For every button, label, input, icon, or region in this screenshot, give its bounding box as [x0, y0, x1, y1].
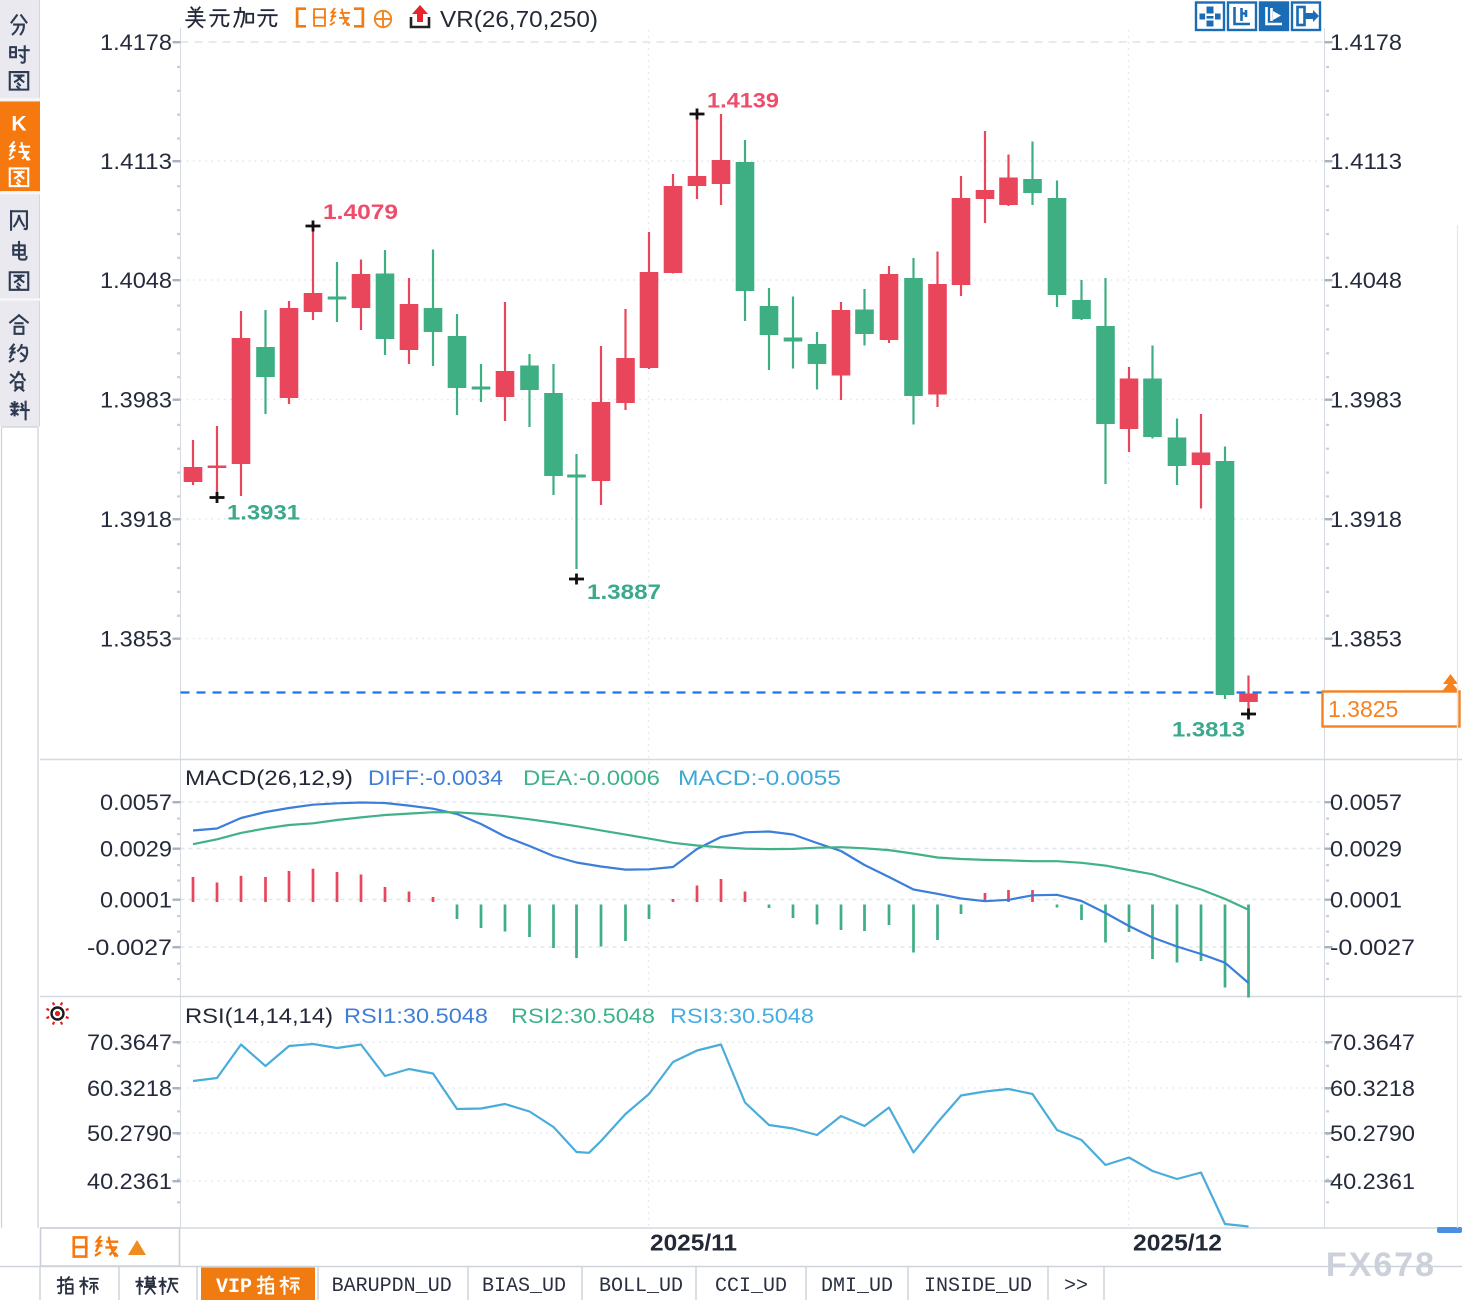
svg-text:1.3983: 1.3983 — [100, 388, 172, 413]
svg-text:0.0029: 0.0029 — [1330, 837, 1402, 862]
svg-text:K: K — [11, 113, 26, 136]
svg-text:40.2361: 40.2361 — [1330, 1169, 1415, 1194]
svg-text:INSIDE_UD: INSIDE_UD — [924, 1275, 1032, 1298]
svg-text:0.0057: 0.0057 — [100, 790, 172, 815]
svg-text:VIP: VIP — [216, 1276, 252, 1299]
svg-text:2025/11: 2025/11 — [650, 1230, 737, 1256]
svg-text:DEA:-0.0006: DEA:-0.0006 — [523, 767, 660, 790]
svg-text:0.0057: 0.0057 — [1330, 790, 1402, 815]
svg-text:MACD(26,12,9): MACD(26,12,9) — [185, 767, 353, 790]
svg-text:2025/12: 2025/12 — [1133, 1230, 1222, 1256]
svg-text:1.4113: 1.4113 — [100, 149, 172, 174]
svg-text:>>: >> — [1064, 1275, 1088, 1298]
svg-text:FX678: FX678 — [1326, 1246, 1436, 1284]
svg-text:BIAS_UD: BIAS_UD — [482, 1275, 566, 1298]
svg-text:0.0001: 0.0001 — [100, 888, 172, 913]
svg-text:RSI2:30.5048: RSI2:30.5048 — [511, 1005, 655, 1028]
svg-text:1.4178: 1.4178 — [1330, 30, 1402, 55]
svg-text:1.4139: 1.4139 — [707, 89, 779, 113]
svg-text:50.2790: 50.2790 — [87, 1121, 172, 1146]
svg-text:1.3825: 1.3825 — [1328, 696, 1398, 722]
svg-text:1.4113: 1.4113 — [1330, 149, 1402, 174]
svg-text:50.2790: 50.2790 — [1330, 1121, 1415, 1146]
svg-text:MACD:-0.0055: MACD:-0.0055 — [678, 767, 841, 790]
svg-text:1.4048: 1.4048 — [100, 268, 172, 293]
svg-text:1.3918: 1.3918 — [1330, 507, 1402, 532]
svg-text:1.3983: 1.3983 — [1330, 388, 1402, 413]
svg-text:-0.0027: -0.0027 — [1330, 935, 1415, 960]
svg-text:1.4048: 1.4048 — [1330, 268, 1402, 293]
svg-text:CCI_UD: CCI_UD — [715, 1275, 787, 1298]
svg-text:1.4178: 1.4178 — [100, 30, 172, 55]
svg-text:70.3647: 70.3647 — [87, 1030, 172, 1055]
svg-text:0.0001: 0.0001 — [1330, 888, 1402, 913]
svg-text:RSI3:30.5048: RSI3:30.5048 — [670, 1005, 814, 1028]
svg-text:1.3918: 1.3918 — [100, 507, 172, 532]
svg-text:1.4079: 1.4079 — [323, 200, 398, 224]
svg-text:1.3853: 1.3853 — [100, 627, 172, 652]
svg-text:-0.0027: -0.0027 — [87, 935, 172, 960]
svg-text:60.3218: 60.3218 — [87, 1076, 172, 1101]
svg-text:1.3853: 1.3853 — [1330, 627, 1402, 652]
svg-text:RSI1:30.5048: RSI1:30.5048 — [344, 1005, 488, 1028]
svg-text:1.3813: 1.3813 — [1172, 718, 1245, 742]
svg-text:RSI(14,14,14): RSI(14,14,14) — [185, 1005, 333, 1028]
svg-text:DIFF:-0.0034: DIFF:-0.0034 — [368, 767, 503, 790]
svg-text:1.3931: 1.3931 — [227, 501, 300, 525]
svg-text:BARUPDN_UD: BARUPDN_UD — [332, 1275, 452, 1298]
svg-text:0.0029: 0.0029 — [100, 837, 172, 862]
svg-text:70.3647: 70.3647 — [1330, 1030, 1415, 1055]
svg-text:1.3887: 1.3887 — [587, 580, 661, 604]
svg-text:60.3218: 60.3218 — [1330, 1076, 1415, 1101]
svg-text:VR(26,70,250): VR(26,70,250) — [440, 6, 598, 32]
svg-text:40.2361: 40.2361 — [87, 1169, 172, 1194]
svg-text:DMI_UD: DMI_UD — [821, 1275, 893, 1298]
svg-text:BOLL_UD: BOLL_UD — [599, 1275, 683, 1298]
